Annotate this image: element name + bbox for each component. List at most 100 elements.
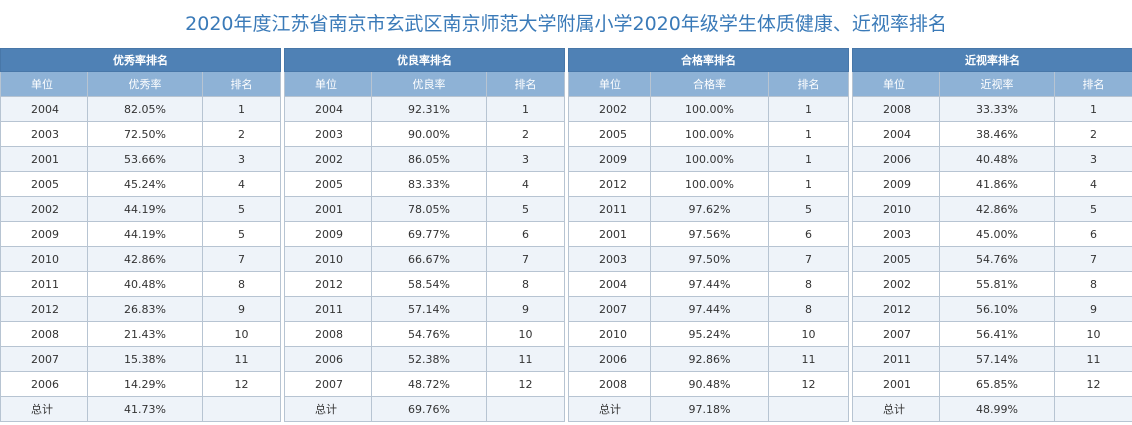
cell-rate: 48.72% (371, 371, 487, 397)
table-row: 2004 92.31% 1 (284, 96, 566, 122)
cell-rate: 42.86% (87, 246, 203, 272)
table-row: 2007 97.44% 8 (568, 296, 850, 322)
table-row: 2009 100.00% 1 (568, 146, 850, 172)
column-header-rank: 排名 (1053, 71, 1132, 97)
cell-rank: 9 (201, 296, 282, 322)
cell-rank: 3 (1053, 146, 1132, 172)
cell-rank: 12 (201, 371, 282, 397)
cell-rank: 11 (1053, 346, 1132, 372)
cell-unit: 2006 (568, 346, 651, 372)
cell-rate: 69.76% (371, 396, 487, 422)
cell-rank: 1 (767, 171, 850, 197)
table-row: 2002 55.81% 8 (852, 271, 1132, 297)
cell-rank: 5 (485, 196, 566, 222)
cell-unit: 2010 (568, 321, 651, 347)
cell-rank: 1 (767, 121, 850, 147)
table-row: 2001 65.85% 12 (852, 371, 1132, 397)
table-body: 2004 92.31% 1 2003 90.00% 2 2002 86.05% 3 2005 83.… (284, 96, 566, 422)
cell-rate: 15.38% (87, 346, 203, 372)
table-row: 2004 82.05% 1 (0, 96, 282, 122)
cell-rate: 92.31% (371, 96, 487, 122)
cell-unit: 总计 (284, 396, 372, 422)
cell-rate: 97.44% (650, 296, 769, 322)
cell-unit: 2007 (568, 296, 651, 322)
cell-unit: 2003 (284, 121, 372, 147)
cell-rate: 82.05% (87, 96, 203, 122)
cell-unit: 2006 (284, 346, 372, 372)
cell-rank: 9 (1053, 296, 1132, 322)
table-row: 2012 56.10% 9 (852, 296, 1132, 322)
cell-rate: 41.86% (939, 171, 1055, 197)
table-row: 2008 21.43% 10 (0, 321, 282, 347)
table-row: 2010 42.86% 5 (852, 196, 1132, 222)
cell-rank: 12 (767, 371, 850, 397)
cell-rate: 57.14% (371, 296, 487, 322)
cell-unit: 2007 (0, 346, 88, 372)
cell-rank: 1 (201, 96, 282, 122)
cell-unit: 2011 (852, 346, 940, 372)
table-row: 2011 57.14% 11 (852, 346, 1132, 372)
table-row: 2010 95.24% 10 (568, 321, 850, 347)
cell-rank: 12 (1053, 371, 1132, 397)
cell-rate: 78.05% (371, 196, 487, 222)
table-row: 2012 58.54% 8 (284, 271, 566, 297)
cell-rate: 69.77% (371, 221, 487, 247)
table-row: 2006 92.86% 11 (568, 346, 850, 372)
cell-unit: 2001 (852, 371, 940, 397)
cell-rate: 42.86% (939, 196, 1055, 222)
table-row: 2011 97.62% 5 (568, 196, 850, 222)
table-caption: 优良率排名 (283, 48, 566, 72)
table-row: 2005 83.33% 4 (284, 171, 566, 197)
cell-rank (767, 396, 850, 422)
column-header-rank: 排名 (767, 71, 850, 97)
cell-rank: 12 (485, 371, 566, 397)
cell-unit: 2009 (568, 146, 651, 172)
cell-unit: 2003 (568, 246, 651, 272)
cell-unit: 2001 (284, 196, 372, 222)
cell-rate: 54.76% (371, 321, 487, 347)
cell-unit: 总计 (0, 396, 88, 422)
table-row: 2003 45.00% 6 (852, 221, 1132, 247)
table-row: 2009 69.77% 6 (284, 221, 566, 247)
table-row: 2012 26.83% 9 (0, 296, 282, 322)
cell-rate: 83.33% (371, 171, 487, 197)
table-row: 2011 57.14% 9 (284, 296, 566, 322)
cell-unit: 2007 (852, 321, 940, 347)
column-header-unit: 单位 (0, 71, 88, 97)
table-row: 2008 90.48% 12 (568, 371, 850, 397)
table-row: 2002 86.05% 3 (284, 146, 566, 172)
cell-rate: 65.85% (939, 371, 1055, 397)
column-header-rate: 优良率 (371, 71, 487, 97)
cell-rank: 2 (485, 121, 566, 147)
cell-rank: 11 (485, 346, 566, 372)
column-header-unit: 单位 (284, 71, 372, 97)
cell-rank: 5 (767, 196, 850, 222)
table-row: 2010 66.67% 7 (284, 246, 566, 272)
cell-rate: 53.66% (87, 146, 203, 172)
table-good-rate: 优良率排名 单位 优良率 排名 2004 92.31% 1 2003 90.00% 2 20… (283, 48, 566, 422)
cell-rank: 7 (1053, 246, 1132, 272)
table-row: 2002 44.19% 5 (0, 196, 282, 222)
cell-rate: 21.43% (87, 321, 203, 347)
table-myopia-rate: 近视率排名 单位 近视率 排名 2008 33.33% 1 2004 38.46% 2 20… (851, 48, 1132, 422)
table-excellent-rate: 优秀率排名 单位 优秀率 排名 2004 82.05% 1 2003 72.50% 2 20… (0, 48, 282, 422)
cell-unit: 2005 (0, 171, 88, 197)
column-header-rank: 排名 (485, 71, 566, 97)
table-row: 2007 15.38% 11 (0, 346, 282, 372)
cell-unit: 2004 (852, 121, 940, 147)
cell-rate: 44.19% (87, 221, 203, 247)
cell-rank: 10 (767, 321, 850, 347)
table-row: 2008 54.76% 10 (284, 321, 566, 347)
cell-rank: 6 (485, 221, 566, 247)
cell-rank: 8 (767, 271, 850, 297)
cell-unit: 2012 (852, 296, 940, 322)
cell-rank: 4 (201, 171, 282, 197)
table-row: 2004 97.44% 8 (568, 271, 850, 297)
cell-rank: 1 (1053, 96, 1132, 122)
table-row: 2003 90.00% 2 (284, 121, 566, 147)
cell-unit: 2006 (852, 146, 940, 172)
cell-unit: 2008 (284, 321, 372, 347)
table-row: 2009 41.86% 4 (852, 171, 1132, 197)
table-body: 2004 82.05% 1 2003 72.50% 2 2001 53.66% 3 2005 45.… (0, 96, 282, 422)
total-row: 总计 48.99% (852, 396, 1132, 422)
